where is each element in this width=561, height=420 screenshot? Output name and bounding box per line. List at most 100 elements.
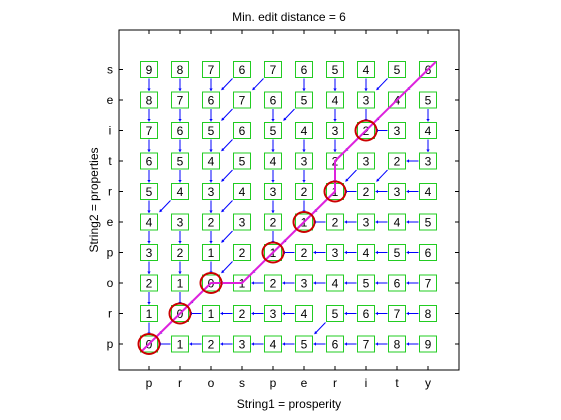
cell-value: 6 — [332, 338, 339, 352]
backpointer-arrow — [271, 139, 275, 152]
cell-value: 4 — [363, 246, 370, 260]
matrix-cell: 7 — [388, 305, 406, 322]
matrix-cell: 6 — [202, 91, 220, 109]
backpointer-arrow — [209, 109, 213, 122]
matrix-cell: 7 — [140, 122, 158, 139]
cell-value: 4 — [332, 277, 339, 291]
axis-ticks: p r o s p e r i t y p r o p e r t i e s — [107, 30, 459, 390]
matrix-cell: 3 — [295, 152, 313, 170]
matrix-cell: 7 — [233, 91, 251, 109]
cell-value: 2 — [270, 216, 277, 230]
backpointer-arrow — [221, 230, 233, 243]
cell-value: 6 — [146, 155, 153, 169]
cell-value: 6 — [177, 124, 184, 138]
matrix-cell: 5 — [326, 61, 344, 78]
cell-value: 8 — [177, 63, 184, 77]
backpointer-arrow — [178, 170, 182, 183]
matrix-cell: 3 — [264, 305, 282, 322]
matrix-cell: 3 — [202, 183, 220, 200]
cell-value: 3 — [363, 155, 370, 169]
backpointer-arrow — [406, 159, 419, 163]
cell-value: 5 — [270, 124, 277, 138]
matrix-cell: 4 — [419, 122, 437, 139]
cell-value: 1 — [177, 277, 184, 291]
cell-value: 7 — [270, 63, 277, 77]
x-axis-label: String1 = prosperity — [237, 397, 341, 411]
matrix-cell: 5 — [233, 152, 251, 170]
backpointer-arrow — [178, 109, 182, 122]
cell-value: 6 — [239, 63, 246, 77]
matrix-cell: 3 — [419, 152, 437, 170]
matrix-cell: 5 — [295, 91, 313, 109]
highlight-circle — [137, 333, 161, 355]
backpointer-arrow — [282, 281, 295, 285]
matrix-cell: 7 — [419, 274, 437, 292]
cell-value: 3 — [177, 216, 184, 230]
backpointer-arrow — [147, 261, 151, 274]
cell-value: 6 — [363, 307, 370, 321]
cell-value: 5 — [177, 155, 184, 169]
cell-value: 7 — [363, 338, 370, 352]
cell-value: 3 — [301, 277, 308, 291]
cell-value: 9 — [146, 63, 153, 77]
backpointer-arrow — [147, 200, 151, 213]
backpointer-arrow — [333, 139, 337, 152]
cell-value: 7 — [177, 94, 184, 108]
cell-value: 4 — [270, 155, 277, 169]
matrix-cell: 5 — [357, 274, 375, 292]
matrix-cell: 9 — [419, 335, 437, 353]
backpointer-arrow — [209, 139, 213, 152]
backpointer-arrow — [220, 311, 233, 316]
cell-value: 7 — [146, 124, 153, 138]
cell-value: 4 — [425, 124, 432, 138]
cell-value: 7 — [425, 277, 432, 291]
backpointer-arrow — [302, 139, 306, 152]
x-tick-label: p — [270, 376, 277, 390]
cell-value: 4 — [208, 155, 215, 169]
matrix-cell: 8 — [171, 61, 189, 78]
cell-value: 2 — [363, 185, 370, 199]
cell-value: 2 — [177, 246, 184, 260]
matrix-cell: 2 — [295, 244, 313, 261]
matrix-cell: 3 — [295, 274, 313, 292]
y-tick-label: e — [107, 93, 114, 107]
matrix-cell: 4 — [357, 61, 375, 78]
highlight-circle — [292, 211, 316, 233]
matrix-cell: 3 — [233, 335, 251, 353]
cell-value: 4 — [425, 185, 432, 199]
cell-value: 5 — [301, 94, 308, 108]
backpointer-arrow — [147, 78, 151, 91]
backpointer-arrow — [178, 261, 182, 274]
matrix-cell: 6 — [233, 122, 251, 139]
matrix-cell: 5 — [388, 61, 406, 78]
backpointer-arrow — [159, 200, 171, 213]
cell-value: 5 — [332, 307, 339, 321]
matrix-cell: 5 — [419, 213, 437, 231]
cell-value: 4 — [177, 185, 184, 199]
cell-value: 2 — [301, 246, 308, 260]
matrix-cell: 3 — [264, 183, 282, 200]
matrix-cell: 4 — [295, 305, 313, 322]
path-layer — [140, 61, 437, 353]
matrix-cell: 6 — [171, 122, 189, 139]
backpointer-arrow — [376, 169, 388, 182]
matrix-cell: 2 — [388, 152, 406, 170]
backpointer-arrow — [282, 311, 295, 316]
matrix-cell: 2 — [357, 183, 375, 200]
cell-value: 5 — [425, 216, 432, 230]
matrix-cell: 4 — [326, 274, 344, 292]
matrix-cell: 2 — [264, 213, 282, 231]
cell-value: 3 — [208, 185, 215, 199]
cell-value: 4 — [301, 124, 308, 138]
backpointer-arrow — [221, 139, 233, 152]
y-tick-label: r — [108, 185, 112, 199]
backpointer-arrow — [333, 78, 337, 91]
cell-value: 4 — [239, 185, 246, 199]
cell-value: 6 — [239, 124, 246, 138]
x-tick-label: i — [365, 376, 368, 390]
matrix-cell: 4 — [202, 152, 220, 170]
backpointer-arrow — [282, 342, 295, 346]
matrix-cell: 3 — [357, 213, 375, 231]
backpointer-arrow — [376, 78, 388, 91]
cell-value: 2 — [301, 185, 308, 199]
